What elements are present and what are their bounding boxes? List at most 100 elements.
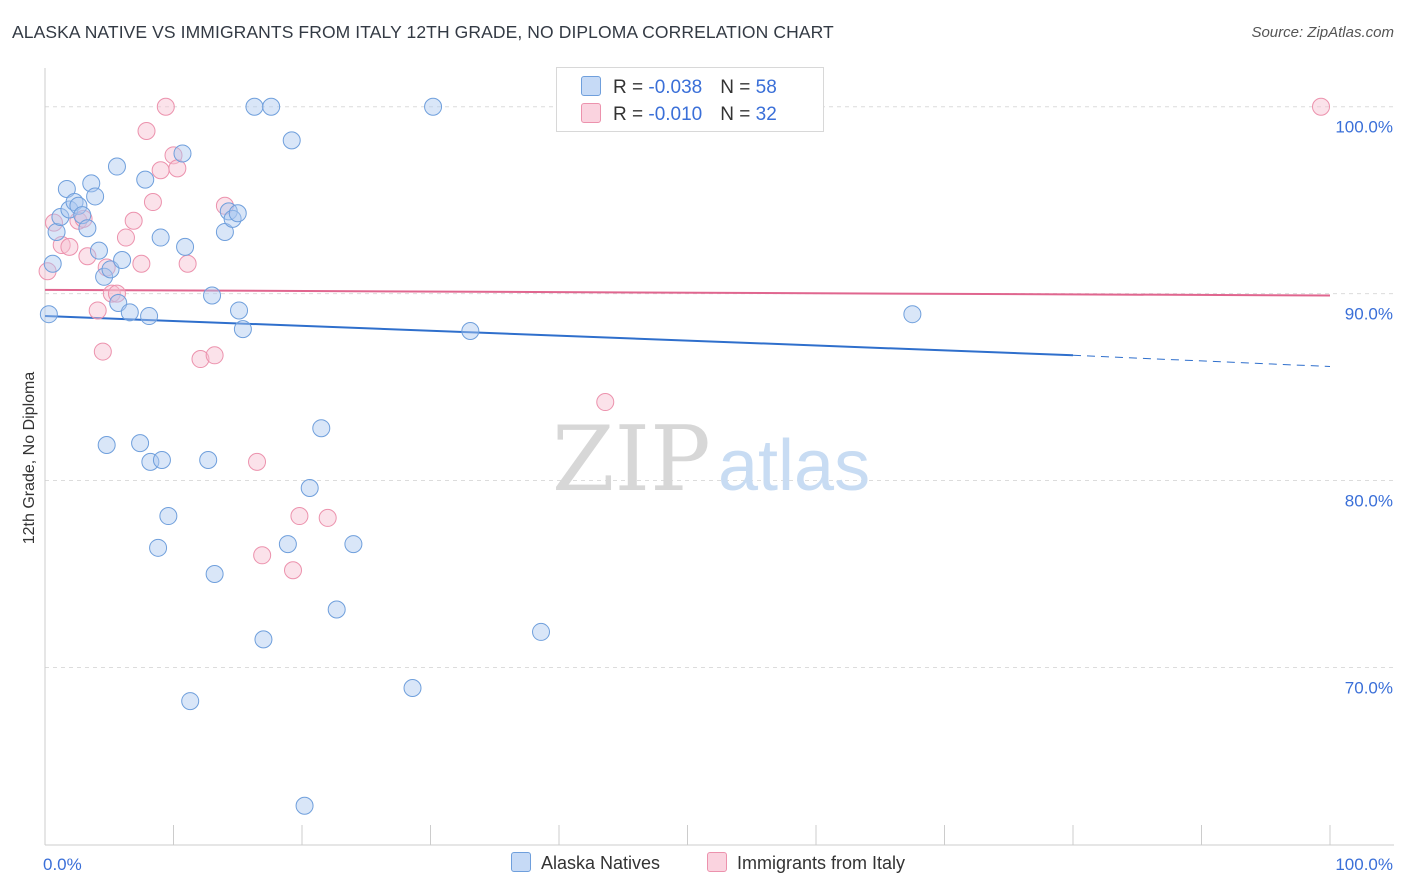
legend-n-label: N =: [720, 104, 756, 125]
point-alaska: [69, 196, 88, 215]
bottom-legend-italy: Immigrants from Italy: [707, 852, 905, 874]
x-tick-label: 0.0%: [43, 855, 82, 874]
point-alaska: [152, 450, 171, 469]
bottom-legend-label: Immigrants from Italy: [737, 853, 906, 873]
point-alaska: [151, 228, 170, 247]
point-alaska: [176, 237, 195, 256]
point-alaska: [461, 322, 480, 341]
point-alaska: [89, 241, 108, 260]
point-alaska: [120, 303, 139, 322]
point-alaska: [203, 286, 222, 305]
point-italy: [205, 346, 224, 365]
point-italy: [318, 508, 337, 527]
point-italy: [253, 546, 272, 565]
legend-r-value: -0.010: [648, 104, 703, 125]
point-alaska: [233, 320, 252, 339]
x-tick-labels: 0.0% 100.0%: [43, 855, 1393, 874]
point-alaska: [228, 204, 247, 223]
point-italy: [102, 284, 121, 303]
legend-n-value: 58: [755, 77, 777, 98]
point-alaska: [300, 479, 319, 498]
point-alaska: [223, 209, 242, 228]
point-italy: [107, 284, 126, 303]
point-alaska: [181, 692, 200, 711]
source-label: Source: ZipAtlas.com: [1251, 24, 1394, 41]
point-alaska: [51, 208, 70, 226]
point-alaska: [230, 301, 249, 320]
point-italy: [137, 122, 156, 141]
y-tick-label: 70.0%: [1345, 678, 1393, 697]
legend-row-italy: R = -0.010 N = 32: [581, 103, 777, 126]
point-alaska: [47, 222, 66, 241]
bottom-legend-swatch-blue: [511, 852, 531, 872]
point-italy: [168, 159, 187, 178]
point-alaska: [199, 450, 218, 469]
point-italy: [1312, 97, 1331, 116]
point-italy: [132, 254, 151, 273]
trend-line-alaska: [44, 315, 1074, 357]
point-italy: [88, 301, 107, 320]
watermark-zip: ZIP: [552, 407, 711, 512]
point-alaska: [254, 630, 273, 649]
y-tick-label: 90.0%: [1345, 305, 1393, 324]
point-italy: [143, 193, 162, 212]
point-italy: [151, 161, 170, 180]
legend-n-value: 32: [755, 104, 777, 125]
y-tick-labels: 100.0% 90.0% 80.0% 70.0%: [1335, 118, 1393, 698]
point-alaska: [424, 97, 443, 116]
point-alaska: [327, 600, 346, 619]
legend-swatch-pink: [581, 103, 601, 123]
axes: [44, 68, 1394, 846]
point-alaska: [131, 434, 150, 453]
bottom-legend-alaska: Alaska Natives: [511, 852, 660, 874]
bottom-legend-label: Alaska Natives: [541, 853, 661, 873]
x-tick-label: 100.0%: [1335, 855, 1393, 874]
point-alaska: [532, 622, 551, 641]
point-alaska: [282, 131, 301, 150]
point-italy: [156, 97, 175, 116]
point-alaska: [149, 538, 168, 557]
point-alaska: [140, 307, 159, 326]
point-alaska: [86, 187, 105, 206]
point-italy: [191, 350, 210, 369]
point-italy: [290, 507, 309, 526]
point-alaska: [262, 97, 281, 116]
point-alaska: [245, 97, 264, 116]
point-alaska: [205, 564, 224, 583]
point-alaska: [141, 452, 160, 471]
point-italy: [116, 228, 135, 247]
point-alaska: [95, 267, 114, 286]
legend-n-label: N =: [720, 77, 756, 98]
legend-r-label: R =: [613, 77, 649, 98]
watermark-atlas: atlas: [718, 426, 870, 506]
point-alaska: [159, 507, 178, 526]
stats-legend: R = -0.038 N = 58 R = -0.010 N = 32: [556, 67, 824, 132]
point-italy: [124, 211, 143, 230]
point-alaska: [39, 305, 58, 324]
gridlines: [45, 106, 1394, 668]
legend-r-value: -0.038: [648, 77, 703, 98]
legend-r-label: R =: [613, 104, 649, 125]
point-alaska: [43, 254, 62, 273]
point-italy: [78, 247, 97, 266]
point-alaska: [903, 305, 922, 324]
trend-line-italy: [44, 288, 1331, 297]
point-alaska: [107, 157, 126, 176]
chart-title: ALASKA NATIVE VS IMMIGRANTS FROM ITALY 1…: [12, 22, 834, 42]
point-italy: [596, 393, 615, 412]
point-alaska: [312, 419, 331, 438]
point-italy: [178, 254, 197, 273]
point-alaska: [136, 170, 155, 189]
point-alaska: [97, 436, 116, 455]
point-alaska: [278, 535, 297, 554]
point-alaska: [344, 535, 363, 554]
point-alaska: [403, 679, 422, 697]
point-alaska: [78, 219, 97, 238]
legend-swatch-blue: [581, 76, 601, 96]
point-italy: [93, 342, 112, 361]
point-italy: [248, 452, 267, 471]
trend-lines: [44, 288, 1331, 368]
legend-row-alaska: R = -0.038 N = 58: [581, 76, 777, 99]
y-tick-label: 80.0%: [1345, 492, 1393, 511]
